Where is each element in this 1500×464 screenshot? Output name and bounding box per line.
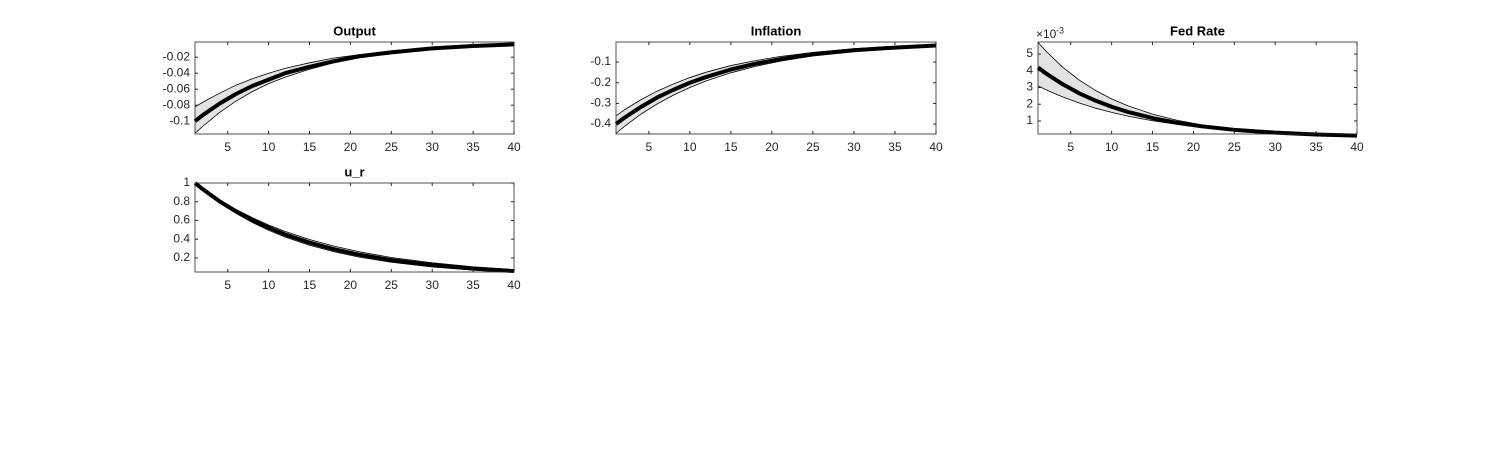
x-tick-label: 15 [303,278,317,292]
median-line [1036,65,1358,138]
x-tick-label: 30 [426,278,440,292]
y-tick-label: 2 [1026,96,1033,110]
band-fill [195,183,514,273]
axes-box [1037,41,1358,135]
x-tick-label: 40 [1350,140,1364,154]
x-tick-label: 10 [262,140,276,154]
x-tick-label: 25 [385,278,399,292]
x-tick-label: 35 [1309,140,1323,154]
x-tick-label: 10 [262,278,276,292]
median-line [193,42,515,123]
chart-title: Fed Rate [1170,23,1225,38]
panel: 5 10 15 20 25 30 35 40 0.2 0.4 0.6 0.8 1 u_r [173,164,521,292]
panel: 5 10 15 20 25 30 35 40 -0.4 -0.3 -0.2 -0.1 Inflation [590,23,943,154]
x-tick-label: 15 [303,140,317,154]
x-tick-label: 40 [507,140,521,154]
y-tick-label: -0.1 [590,54,611,68]
panel: 5 10 15 20 25 30 35 40 1 2 3 4 5 Fed Rate ×10 -3 [1026,23,1364,154]
x-tick-label: 30 [847,140,861,154]
x-tick-label: 40 [929,140,943,154]
x-tick-label: 30 [426,140,440,154]
y-tick-label: 1 [1026,113,1033,127]
chart-title: Inflation [751,23,802,38]
x-tick-label: 10 [683,140,697,154]
x-tick-label: 40 [507,278,521,292]
y-tick-label: -0.4 [590,116,611,130]
x-tick-label: 25 [385,140,399,154]
y-tick-label: -0.06 [163,81,191,95]
band-lower [194,182,515,273]
y-tick-label: 5 [1026,46,1033,60]
y-multiplier-exponent: -3 [1056,25,1064,35]
y-tick-label: -0.02 [163,49,191,63]
y-tick-label: 0.6 [173,213,190,227]
y-tick-label: -0.1 [169,113,190,127]
y-tick-label: 0.8 [173,194,190,208]
x-tick-label: 25 [806,140,820,154]
x-tick-label: 10 [1105,140,1119,154]
chart-title: Output [333,23,376,38]
x-tick-label: 15 [724,140,738,154]
x-tick-label: 20 [344,140,358,154]
x-tick-label: 35 [466,278,480,292]
median-line [193,181,515,274]
y-tick-label: -0.2 [590,75,611,89]
panel: 5 10 15 20 25 30 35 40 -0.1 -0.08 -0.06 -0.04 -0.02 O… [163,23,521,154]
x-tick-label: 20 [344,278,358,292]
chart-title: u_r [344,164,364,179]
x-tick-label: 35 [888,140,902,154]
y-tick-label: 1 [183,175,190,189]
x-tick-label: 25 [1228,140,1242,154]
x-tick-label: 20 [1187,140,1201,154]
y-tick-label: 4 [1026,63,1033,77]
axes-box [194,182,515,273]
median-line [614,43,937,126]
x-tick-label: 15 [1146,140,1160,154]
band-upper [194,182,515,270]
band-fill [1038,42,1357,136]
y-tick-label: 0.2 [173,250,190,264]
y-tick-label: 3 [1026,80,1033,94]
x-tick-label: 5 [224,278,231,292]
y-tick-label: -0.3 [590,96,611,110]
y-multiplier: ×10 [1036,27,1057,41]
x-tick-label: 5 [224,140,231,154]
band-upper [615,44,937,117]
x-tick-label: 5 [645,140,652,154]
y-tick-label: -0.04 [163,65,191,79]
x-tick-label: 20 [765,140,779,154]
axes-box [615,41,937,135]
x-tick-label: 35 [466,140,480,154]
y-tick-label: -0.08 [163,97,191,111]
y-tick-label: 0.4 [173,231,190,245]
x-tick-label: 5 [1067,140,1074,154]
axes-box [194,41,515,135]
x-tick-label: 30 [1269,140,1283,154]
